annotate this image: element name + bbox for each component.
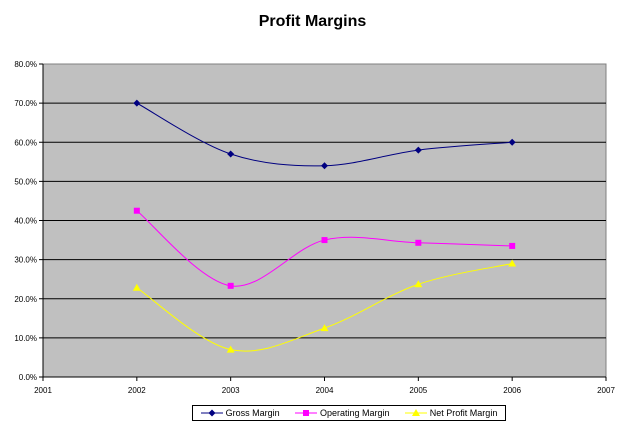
data-point (133, 99, 141, 107)
y-tick-label: 50.0% (14, 177, 37, 186)
legend-swatch (200, 409, 223, 417)
data-point (133, 207, 140, 214)
x-tick-label: 2003 (222, 386, 240, 395)
data-point (226, 345, 235, 353)
x-tick-label: 2006 (503, 386, 521, 395)
data-point (132, 283, 141, 291)
legend-swatch (404, 409, 427, 416)
x-tick-label: 2004 (316, 386, 334, 395)
y-tick-label: 20.0% (14, 295, 37, 304)
legend-label: Gross Margin (225, 408, 280, 418)
legend-item: Net Profit Margin (404, 408, 498, 418)
x-tick-label: 2005 (409, 386, 427, 395)
legend-label: Net Profit Margin (429, 408, 498, 418)
data-point (508, 259, 517, 267)
data-point (414, 146, 422, 154)
data-point (508, 138, 516, 146)
legend-item: Gross Margin (200, 408, 280, 418)
data-point (509, 242, 516, 249)
legend-label: Operating Margin (319, 408, 390, 418)
legend-item: Operating Margin (294, 408, 390, 418)
data-point (227, 150, 235, 158)
data-point (320, 324, 329, 332)
data-point (415, 239, 422, 246)
data-point (227, 282, 234, 289)
y-tick-label: 70.0% (14, 99, 37, 108)
x-tick-label: 2001 (34, 386, 52, 395)
x-tick-label: 2002 (128, 386, 146, 395)
y-tick-label: 0.0% (19, 373, 37, 382)
data-point (321, 162, 328, 170)
data-point (414, 280, 423, 288)
legend-swatch (294, 410, 317, 416)
y-tick-label: 30.0% (14, 256, 37, 265)
x-tick-label: 2007 (597, 386, 615, 395)
y-tick-label: 60.0% (14, 138, 37, 147)
y-tick-label: 10.0% (14, 334, 37, 343)
data-point (321, 237, 328, 244)
chart-title: Profit Margins (258, 13, 367, 30)
legend: Gross Margin Operating Margin Net Profit M… (192, 405, 506, 421)
y-tick-label: 80.0% (14, 60, 37, 69)
series-line (136, 210, 513, 287)
y-tick-label: 40.0% (14, 217, 37, 226)
